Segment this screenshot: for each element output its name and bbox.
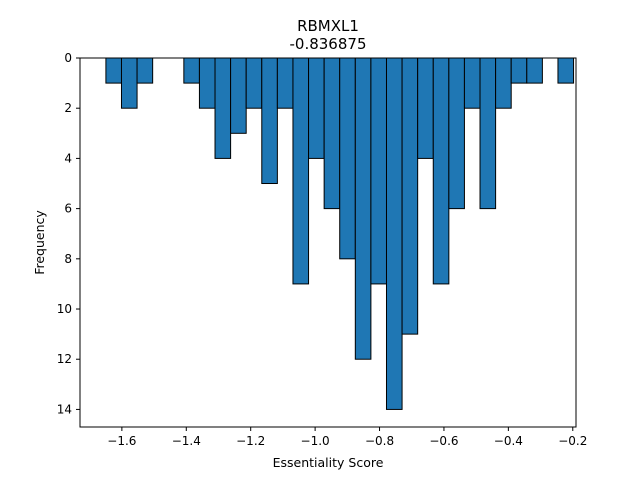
x-axis-ticks: −1.6 −1.4 −1.2 −1.0 −0.8 −0.6 −0.4 −0.2: [107, 427, 587, 448]
y-axis-ticks: 0 2 4 6 8 10 12 14: [57, 51, 80, 416]
plot-frame: [79, 57, 577, 428]
y-axis-label: Frequency: [32, 210, 47, 275]
histogram-bar: [463, 57, 481, 109]
x-tick-label: −1.6: [107, 434, 136, 448]
chart-subtitle: -0.836875: [290, 35, 367, 53]
histogram-bar: [557, 57, 575, 84]
bars-group: [105, 57, 575, 410]
y-tick-label: 12: [57, 352, 72, 366]
x-tick-label: −1.0: [301, 434, 330, 448]
y-tick-label: 0: [64, 51, 72, 65]
y-tick-label: 10: [57, 302, 72, 316]
x-tick-label: −0.2: [558, 434, 587, 448]
histogram-bar: [136, 57, 154, 84]
histogram-bar: [385, 57, 403, 410]
histogram-bar: [292, 57, 310, 285]
histogram-bar: [276, 57, 294, 109]
x-tick-label: −0.4: [494, 434, 523, 448]
histogram-bar: [510, 57, 528, 84]
histogram-bar: [401, 57, 419, 335]
histogram-bar: [214, 57, 232, 159]
histogram-bar: [105, 57, 122, 84]
histogram-bar: [183, 57, 200, 84]
x-tick-label: −1.2: [236, 434, 265, 448]
histogram-bar: [308, 57, 325, 159]
y-tick-label: 6: [64, 202, 72, 216]
histogram-bar: [370, 57, 387, 285]
y-tick-label: 2: [64, 101, 72, 115]
histogram-bar: [479, 57, 497, 210]
chart-title: RBMXL1: [297, 17, 359, 35]
histogram-bar: [245, 57, 263, 109]
x-tick-label: −1.4: [172, 434, 201, 448]
y-tick-label: 4: [64, 151, 72, 165]
histogram-bar: [323, 57, 341, 210]
histogram-bar: [432, 57, 450, 285]
y-tick-label: 14: [57, 402, 72, 416]
histogram-bar: [354, 57, 372, 360]
histogram-bar: [526, 57, 543, 84]
histogram-bar: [198, 57, 216, 109]
x-axis-label: Essentiality Score: [273, 455, 384, 470]
histogram-bar: [417, 57, 434, 159]
histogram-bar: [261, 57, 278, 185]
x-tick-label: −0.8: [365, 434, 394, 448]
y-tick-label: 8: [64, 252, 72, 266]
histogram-bar: [495, 57, 512, 109]
histogram-bar: [230, 57, 247, 134]
histogram-bar: [448, 57, 465, 210]
x-tick-label: −0.6: [429, 434, 458, 448]
histogram-bar: [339, 57, 356, 260]
histogram-bar: [120, 57, 138, 109]
